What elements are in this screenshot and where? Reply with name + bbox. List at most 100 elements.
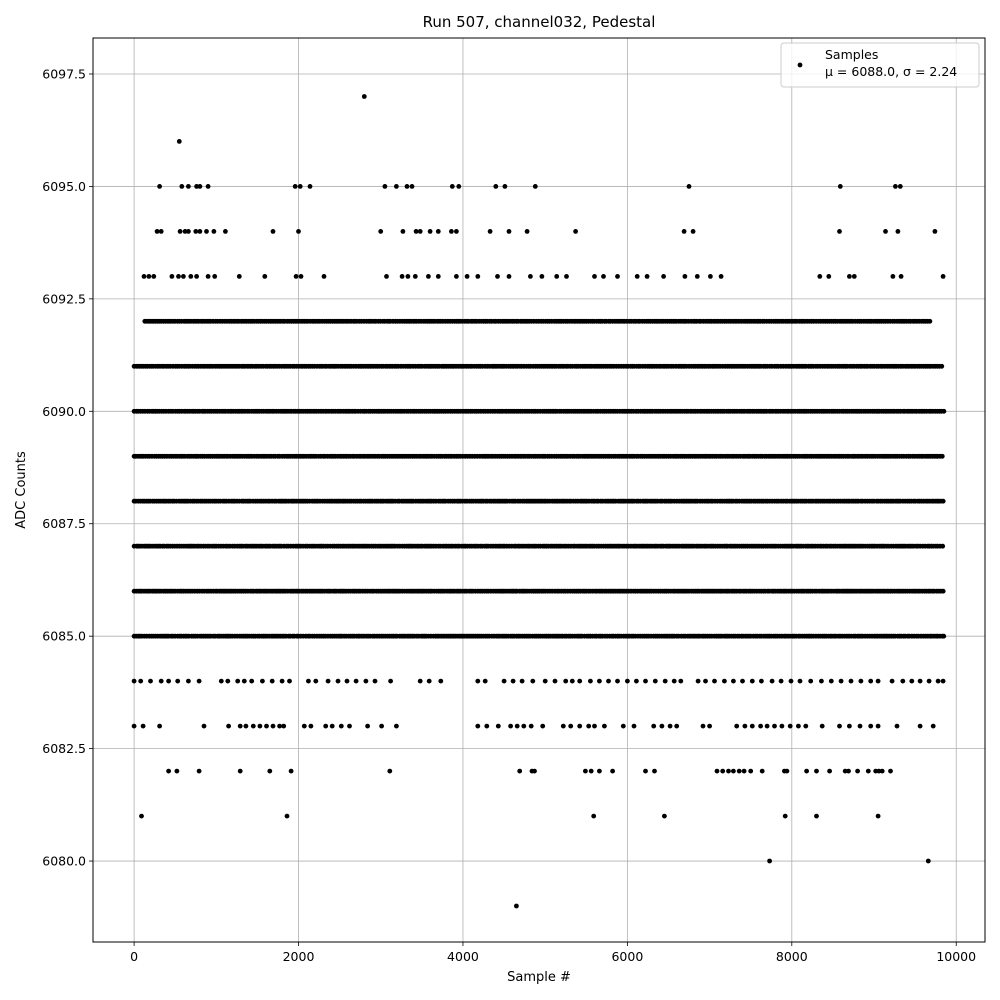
data-point — [742, 723, 748, 729]
y-tick-label: 6090.0 — [42, 404, 86, 419]
data-point — [257, 723, 263, 729]
data-point — [267, 768, 273, 774]
data-point — [361, 94, 367, 99]
data-point — [694, 274, 700, 279]
data-point — [487, 229, 493, 234]
data-point — [186, 184, 191, 189]
data-point — [335, 678, 341, 684]
data-point — [695, 678, 701, 684]
data-point — [940, 274, 946, 279]
data-point — [532, 184, 538, 189]
data-point — [591, 813, 597, 819]
data-point — [363, 678, 369, 684]
data-point — [454, 274, 459, 279]
data-point — [404, 184, 410, 189]
data-point — [540, 723, 546, 729]
data-point — [817, 274, 823, 279]
data-point — [400, 229, 406, 234]
data-point — [875, 678, 881, 684]
data-point — [495, 274, 500, 279]
data-point — [767, 858, 772, 864]
data-point — [879, 768, 885, 774]
data-point — [270, 229, 276, 234]
data-point — [139, 813, 144, 819]
data-point — [620, 723, 626, 729]
data-point — [597, 678, 602, 684]
data-point — [720, 768, 726, 774]
data-point — [399, 274, 405, 279]
data-point — [808, 678, 814, 684]
axis-ticks: 0 2000 4000 6000 8000 10000 6080.0 6082.5 6085.0… — [42, 66, 976, 964]
data-point — [292, 184, 298, 189]
data-point — [707, 723, 712, 729]
data-point — [413, 229, 419, 234]
data-point — [837, 723, 842, 729]
data-point — [417, 229, 423, 234]
data-point — [495, 723, 501, 729]
data-point — [493, 184, 499, 189]
data-point — [243, 723, 249, 729]
data-point — [426, 274, 431, 279]
data-point — [501, 678, 507, 684]
data-point — [895, 229, 901, 234]
data-point — [197, 229, 203, 234]
legend-marker — [797, 62, 803, 68]
data-point — [583, 768, 588, 774]
data-point — [778, 678, 784, 684]
data-point — [940, 588, 946, 594]
data-point — [313, 678, 319, 684]
data-point — [606, 678, 611, 684]
data-point — [662, 813, 667, 819]
data-point — [643, 768, 648, 774]
data-point — [935, 678, 941, 684]
data-point — [941, 408, 947, 414]
y-tick-label: 6087.5 — [42, 516, 86, 531]
data-point — [140, 723, 146, 729]
data-point — [539, 274, 545, 279]
data-point — [610, 768, 615, 774]
data-point — [365, 723, 370, 729]
data-point — [388, 678, 393, 684]
data-point — [482, 678, 488, 684]
data-point — [517, 768, 523, 774]
data-point — [510, 678, 516, 684]
data-point — [204, 229, 209, 234]
data-point — [678, 678, 684, 684]
y-tick-label: 6085.0 — [42, 629, 86, 644]
data-point — [588, 768, 594, 774]
data-point — [205, 184, 211, 189]
data-point — [141, 274, 147, 279]
data-point — [382, 184, 388, 189]
data-point — [782, 813, 788, 819]
data-point — [941, 633, 947, 639]
data-point — [387, 768, 393, 774]
data-point — [940, 678, 946, 684]
data-point — [597, 768, 602, 774]
data-point — [772, 723, 777, 729]
data-point — [814, 768, 819, 774]
data-point — [828, 678, 834, 684]
data-point — [528, 723, 534, 729]
data-point — [588, 678, 593, 684]
data-point — [888, 768, 893, 774]
data-point — [475, 723, 481, 729]
data-point — [893, 184, 898, 189]
data-point — [269, 678, 275, 684]
data-point — [875, 723, 881, 729]
data-point — [703, 678, 708, 684]
data-point — [731, 768, 736, 774]
data-point — [528, 274, 533, 279]
data-point — [201, 723, 207, 729]
data-point — [690, 229, 696, 234]
x-tick-label: 6000 — [611, 949, 643, 964]
data-point — [279, 678, 285, 684]
data-point — [225, 678, 231, 684]
data-point — [837, 229, 842, 234]
data-point — [659, 723, 665, 729]
data-point — [602, 723, 607, 729]
data-point — [819, 723, 825, 729]
data-point — [177, 229, 183, 234]
data-point — [897, 184, 903, 189]
data-point — [651, 723, 657, 729]
data-point — [714, 768, 720, 774]
